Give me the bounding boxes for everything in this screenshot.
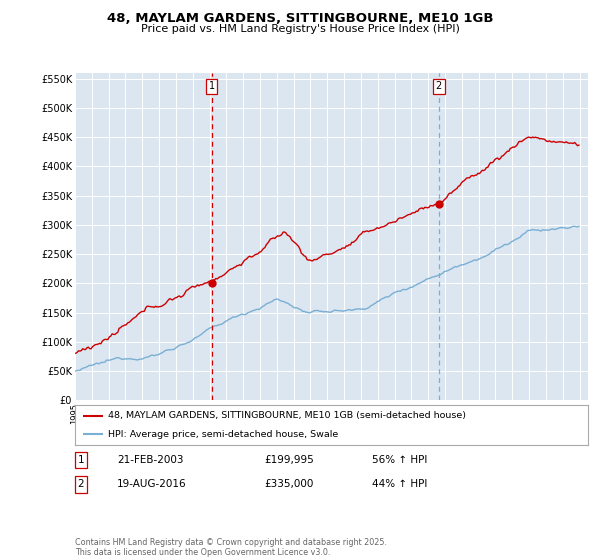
Text: 44% ↑ HPI: 44% ↑ HPI	[372, 479, 427, 489]
Text: £199,995: £199,995	[264, 455, 314, 465]
Text: 19-AUG-2016: 19-AUG-2016	[117, 479, 187, 489]
Text: 1: 1	[209, 81, 215, 91]
Text: 2: 2	[436, 81, 442, 91]
Text: Price paid vs. HM Land Registry's House Price Index (HPI): Price paid vs. HM Land Registry's House …	[140, 24, 460, 34]
Text: £335,000: £335,000	[264, 479, 313, 489]
Text: 1: 1	[77, 455, 85, 465]
Text: Contains HM Land Registry data © Crown copyright and database right 2025.
This d: Contains HM Land Registry data © Crown c…	[75, 538, 387, 557]
Text: 48, MAYLAM GARDENS, SITTINGBOURNE, ME10 1GB: 48, MAYLAM GARDENS, SITTINGBOURNE, ME10 …	[107, 12, 493, 25]
Text: HPI: Average price, semi-detached house, Swale: HPI: Average price, semi-detached house,…	[109, 430, 338, 439]
Text: 56% ↑ HPI: 56% ↑ HPI	[372, 455, 427, 465]
Text: 21-FEB-2003: 21-FEB-2003	[117, 455, 184, 465]
Text: 2: 2	[77, 479, 85, 489]
Text: 48, MAYLAM GARDENS, SITTINGBOURNE, ME10 1GB (semi-detached house): 48, MAYLAM GARDENS, SITTINGBOURNE, ME10 …	[109, 411, 466, 420]
